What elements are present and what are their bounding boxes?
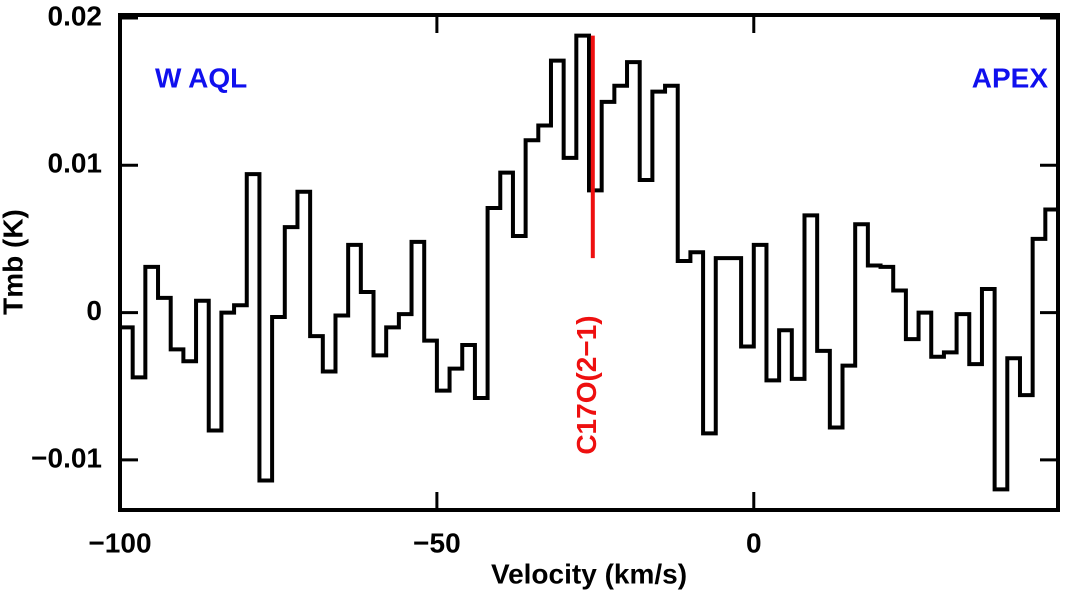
label-w-aql: W AQL xyxy=(155,62,247,93)
x-axis-label: Velocity (km/s) xyxy=(491,558,687,589)
y-tick-label: 0.01 xyxy=(48,148,103,179)
label-apex: APEX xyxy=(972,62,1049,93)
plot-frame xyxy=(118,13,1060,512)
y-tick-label: 0.02 xyxy=(48,0,103,31)
x-tick-label: 0 xyxy=(746,527,762,558)
annotation-label: C17O(2−1) xyxy=(571,315,602,454)
y-tick-label: −0.01 xyxy=(31,442,102,473)
y-tick-label: 0 xyxy=(86,295,102,326)
x-tick-label: −100 xyxy=(88,527,151,558)
y-axis-label: Tmb (K) xyxy=(0,209,28,315)
x-tick-label: −50 xyxy=(413,527,461,558)
spectrum-line xyxy=(120,33,1058,492)
